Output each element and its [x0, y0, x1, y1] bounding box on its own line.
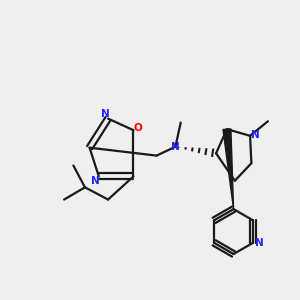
Text: N: N — [91, 176, 100, 186]
Text: N: N — [251, 130, 260, 140]
Text: O: O — [133, 122, 142, 133]
Text: N: N — [171, 142, 180, 152]
Text: N: N — [255, 238, 263, 248]
Text: N: N — [101, 109, 110, 119]
Polygon shape — [223, 129, 234, 209]
